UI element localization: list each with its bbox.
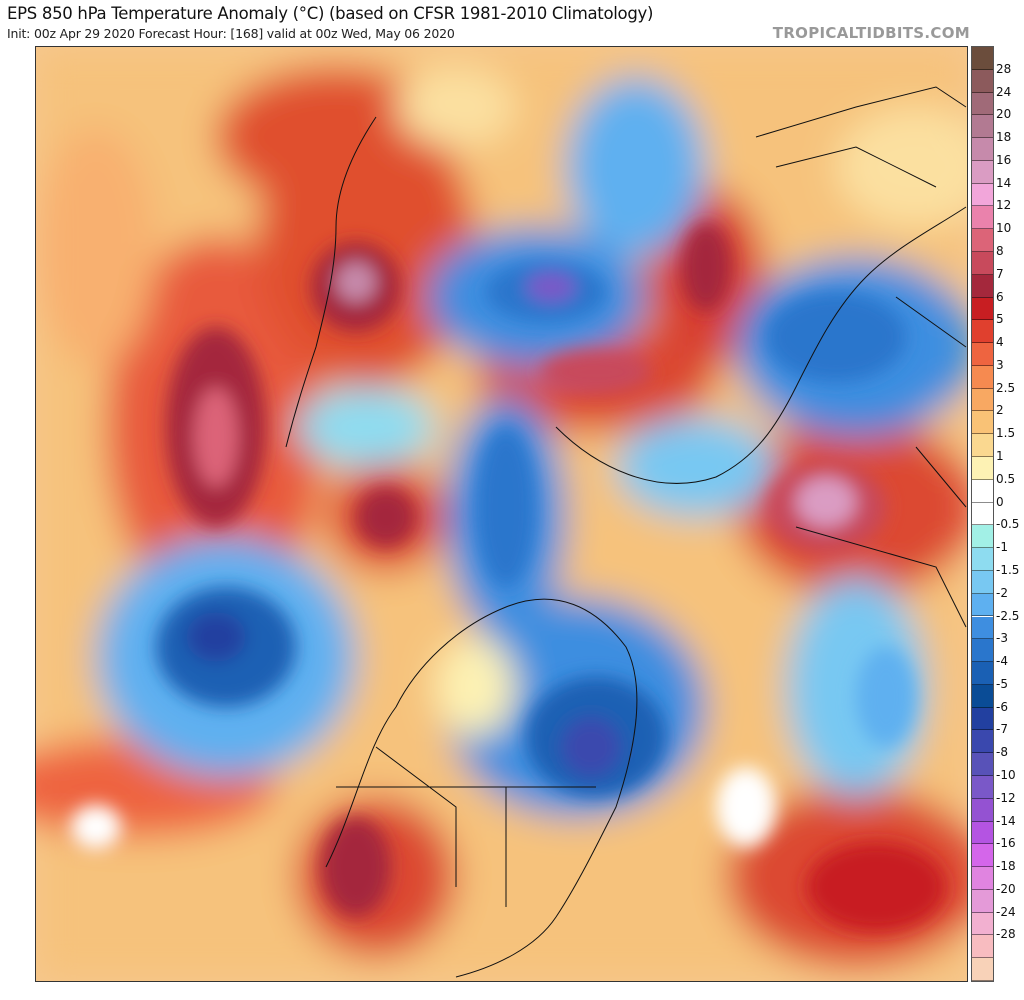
- colorbar-bin: [972, 457, 993, 480]
- colorbar-tick-label: -3: [996, 631, 1008, 646]
- colorbar-bin: [972, 274, 993, 298]
- colorbar-bin: [972, 616, 993, 640]
- colorbar-bin: [972, 160, 993, 184]
- colorbar-tick-label: -6: [996, 699, 1008, 714]
- map-title: EPS 850 hPa Temperature Anomaly (°C) (ba…: [7, 4, 654, 23]
- colorbar-tick-label: 1.5: [996, 426, 1016, 441]
- colorbar-bin: [972, 662, 993, 685]
- colorbar-bin: [972, 867, 993, 890]
- colorbar-tick-label: -10: [996, 767, 1016, 782]
- colorbar-tick-label: 14: [996, 175, 1012, 190]
- brand-watermark: TROPICALTIDBITS.COM: [772, 24, 970, 42]
- colorbar-tick-label: 28: [996, 61, 1012, 76]
- colorbar-tick-label: -7: [996, 722, 1008, 737]
- colorbar-tick-label: 24: [996, 84, 1012, 99]
- colorbar-tick-label: 4: [996, 335, 1004, 350]
- colorbar-bin: [972, 775, 993, 799]
- colorbar: [971, 46, 994, 982]
- colorbar-tick-label: -2.5: [996, 608, 1020, 623]
- colorbar-tick-label: -24: [996, 904, 1016, 919]
- colorbar-tick-label: 8: [996, 244, 1004, 259]
- colorbar-bin: [972, 411, 993, 435]
- colorbar-tick-label: -20: [996, 881, 1016, 896]
- anomaly-field: [36, 47, 967, 981]
- colorbar-bin: [972, 570, 993, 594]
- colorbar-bin: [972, 479, 993, 503]
- colorbar-bin: [972, 821, 993, 845]
- colorbar-bin: [972, 798, 993, 822]
- colorbar-bin: [972, 252, 993, 275]
- colorbar-bin: [972, 297, 993, 321]
- colorbar-bin: [972, 958, 993, 981]
- colorbar-tick-label: -1: [996, 540, 1008, 555]
- colorbar-bin: [972, 47, 993, 70]
- colorbar-bin: [972, 684, 993, 708]
- anomaly-map: [35, 46, 968, 982]
- colorbar-bin: [972, 525, 993, 549]
- colorbar-tick-label: -12: [996, 790, 1016, 805]
- colorbar-bin: [972, 69, 993, 93]
- colorbar-tick-label: -18: [996, 859, 1016, 874]
- colorbar-bin: [972, 388, 993, 412]
- colorbar-tick-label: 1: [996, 449, 1004, 464]
- colorbar-tick-label: -14: [996, 813, 1016, 828]
- colorbar-tick-label: 5: [996, 312, 1004, 327]
- colorbar-bin: [972, 935, 993, 959]
- colorbar-bin: [972, 320, 993, 344]
- colorbar-bin: [972, 753, 993, 776]
- colorbar-bin: [972, 707, 993, 731]
- colorbar-tick-label: -8: [996, 745, 1008, 760]
- colorbar-bin: [972, 343, 993, 366]
- colorbar-bin: [972, 844, 993, 868]
- colorbar-tick-label: 6: [996, 289, 1004, 304]
- colorbar-tick-label: 16: [996, 152, 1012, 167]
- colorbar-tick-label: -0.5: [996, 517, 1020, 532]
- colorbar-tick-label: 2: [996, 403, 1004, 418]
- colorbar-bin: [972, 206, 993, 230]
- colorbar-bin: [972, 138, 993, 161]
- colorbar-bin: [972, 502, 993, 526]
- colorbar-tick-label: -1.5: [996, 562, 1020, 577]
- colorbar-tick-label: -5: [996, 676, 1008, 691]
- colorbar-bin: [972, 434, 993, 458]
- colorbar-bin: [972, 548, 993, 571]
- colorbar-bin: [972, 115, 993, 139]
- colorbar-bin: [972, 593, 993, 617]
- colorbar-bin: [972, 889, 993, 913]
- coastlines: [285, 86, 967, 978]
- colorbar-tick-label: 0.5: [996, 471, 1016, 486]
- colorbar-tick-label: 0: [996, 494, 1004, 509]
- colorbar-tick-label: 12: [996, 198, 1012, 213]
- colorbar-bin: [972, 92, 993, 116]
- colorbar-tick-label: -2: [996, 585, 1008, 600]
- colorbar-tick-label: 3: [996, 357, 1004, 372]
- colorbar-tick-label: 10: [996, 221, 1012, 236]
- colorbar-bin: [972, 365, 993, 389]
- colorbar-bin: [972, 730, 993, 754]
- colorbar-tick-label: 18: [996, 130, 1012, 145]
- colorbar-tick-label: -16: [996, 836, 1016, 851]
- colorbar-tick-label: 20: [996, 107, 1012, 122]
- colorbar-tick-label: -28: [996, 927, 1016, 942]
- colorbar-bin: [972, 229, 993, 252]
- colorbar-tick-label: 2.5: [996, 380, 1016, 395]
- colorbar-bin: [972, 639, 993, 663]
- colorbar-tick-label: -4: [996, 654, 1008, 669]
- colorbar-tick-label: 7: [996, 266, 1004, 281]
- colorbar-bin: [972, 183, 993, 207]
- colorbar-bin: [972, 912, 993, 936]
- map-subtitle: Init: 00z Apr 29 2020 Forecast Hour: [16…: [7, 26, 455, 41]
